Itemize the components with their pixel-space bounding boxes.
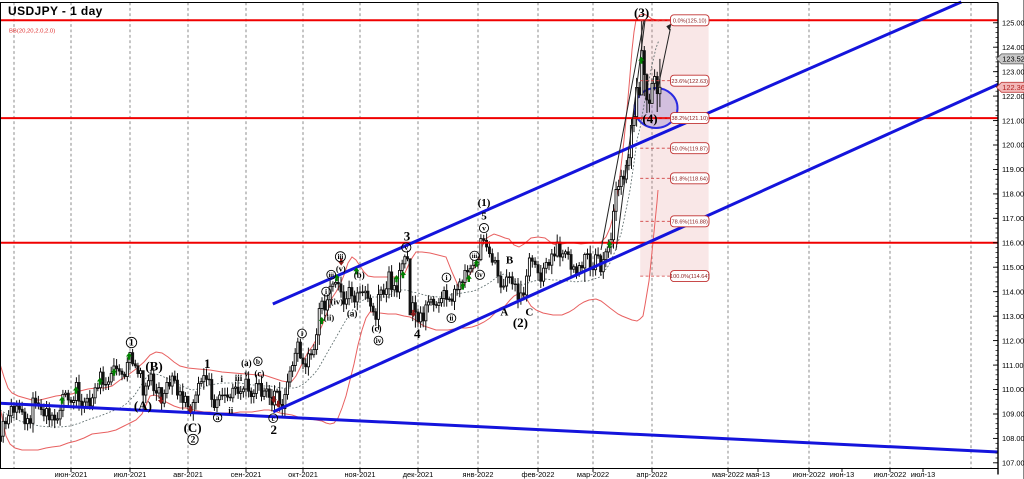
svg-text:iii: iii [328,272,334,279]
svg-text:(a): (a) [241,358,252,368]
svg-text:ii: ii [449,315,453,323]
svg-text:125.00: 125.00 [1002,18,1024,27]
svg-text:iv: iv [376,337,382,345]
svg-text:(iv): (iv) [331,296,343,306]
svg-text:мая-13: мая-13 [746,470,770,479]
svg-text:июн-2021: июн-2021 [55,470,88,479]
svg-text:iii: iii [472,253,478,260]
svg-text:124.00: 124.00 [1002,43,1024,52]
svg-text:113.00: 113.00 [1002,312,1024,321]
svg-text:апр-2022: апр-2022 [636,470,667,479]
svg-text:i: i [301,329,303,338]
svg-text:0.0%(125.10): 0.0%(125.10) [673,18,707,24]
svg-text:iii: iii [235,373,243,383]
svg-text:121.00: 121.00 [1002,116,1024,125]
svg-text:i: i [325,287,327,296]
svg-text:B: B [506,254,514,266]
svg-text:110.00: 110.00 [1002,385,1024,394]
svg-text:(c): (c) [254,368,264,378]
svg-text:ii: ii [228,405,234,415]
svg-text:iv: iv [477,271,483,279]
svg-text:112.00: 112.00 [1002,336,1024,345]
svg-text:июл-13: июл-13 [911,470,936,479]
svg-text:78.6%(116.88): 78.6%(116.88) [672,219,708,225]
svg-text:2: 2 [191,436,196,446]
svg-text:июн-2022: июн-2022 [793,470,826,479]
svg-text:(1): (1) [478,197,491,209]
svg-text:дек-2021: дек-2021 [403,470,434,479]
svg-text:v: v [244,369,248,378]
svg-text:(v): (v) [336,264,346,274]
svg-text:111.00: 111.00 [1002,361,1024,370]
svg-text:a: a [216,413,220,422]
svg-text:авг-2021: авг-2021 [173,470,203,479]
svg-text:v: v [404,243,408,252]
svg-text:BB(20,20,2.0,2.0): BB(20,20,2.0,2.0) [9,29,55,35]
svg-text:сен-2021: сен-2021 [231,470,262,479]
svg-text:123.52: 123.52 [1002,55,1024,64]
svg-text:(B): (B) [145,359,162,374]
svg-text:(A): (A) [134,398,152,413]
svg-text:107.00: 107.00 [1002,459,1024,468]
svg-text:мар-2022: мар-2022 [577,470,609,479]
svg-text:(c): (c) [372,324,382,334]
svg-text:2: 2 [271,422,278,437]
svg-text:фев-2022: фев-2022 [521,470,554,479]
svg-text:122.36: 122.36 [1002,83,1024,92]
svg-text:109.00: 109.00 [1002,410,1024,419]
svg-text:C: C [525,306,533,318]
svg-text:117.00: 117.00 [1002,214,1024,223]
svg-text:61.8%(118.64): 61.8%(118.64) [672,176,708,182]
svg-text:1: 1 [204,356,211,371]
svg-text:iii: iii [337,253,343,261]
svg-text:120.00: 120.00 [1002,141,1024,150]
svg-text:5: 5 [481,211,487,223]
svg-text:(b): (b) [354,270,365,280]
svg-text:i: i [445,273,447,282]
svg-text:116.00: 116.00 [1002,239,1024,248]
svg-text:v: v [482,224,486,233]
svg-text:118.00: 118.00 [1002,190,1024,199]
svg-text:(3): (3) [634,5,649,20]
svg-text:38.2%(121.10): 38.2%(121.10) [671,116,708,122]
svg-text:123.00: 123.00 [1002,67,1024,76]
svg-text:4: 4 [414,326,421,341]
svg-text:июн-13: июн-13 [830,470,854,479]
svg-text:(C): (C) [184,420,202,435]
svg-text:108.00: 108.00 [1002,434,1024,443]
svg-text:115.00: 115.00 [1002,263,1024,272]
svg-text:янв-2022: янв-2022 [463,470,494,479]
svg-text:1: 1 [129,339,134,349]
svg-text:119.00: 119.00 [1002,165,1024,174]
svg-text:USDJPY - 1 day: USDJPY - 1 day [8,4,103,18]
svg-text:(a): (a) [347,309,358,319]
svg-text:A: A [500,306,508,318]
svg-text:(2): (2) [513,315,528,330]
svg-text:114.00: 114.00 [1002,287,1024,296]
svg-text:3: 3 [404,228,411,243]
svg-text:окт-2021: окт-2021 [288,470,318,479]
svg-text:c: c [272,414,276,423]
svg-text:ноя-2021: ноя-2021 [344,470,375,479]
svg-text:50.0%(119.87): 50.0%(119.87) [672,146,708,152]
svg-text:23.6%(122.63): 23.6%(122.63) [671,79,708,85]
svg-text:(4): (4) [642,111,657,126]
svg-text:122.00: 122.00 [1002,92,1024,101]
svg-text:мая-2022: мая-2022 [712,470,744,479]
svg-text:июл-2022: июл-2022 [874,470,907,479]
svg-text:июл-2021: июл-2021 [114,470,147,479]
svg-text:100.0%(114.64): 100.0%(114.64) [670,274,710,280]
svg-text:i: i [221,374,224,384]
svg-text:b: b [256,357,260,366]
svg-text:(ii): (ii) [324,313,335,323]
